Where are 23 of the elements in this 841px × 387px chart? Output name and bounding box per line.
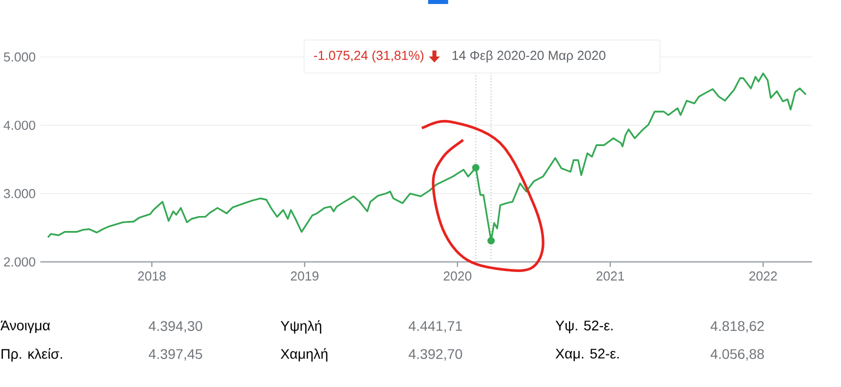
text: 4.056,88	[710, 349, 764, 361]
annotation: 14 Φεβ 2020-20 Μαρ 2020	[452, 50, 606, 63]
text: Χαμ. 52-ε.	[556, 348, 619, 362]
text: 4.394,30	[148, 321, 202, 333]
text: Υψηλή	[280, 320, 322, 334]
x-tick-label: 2018	[138, 271, 166, 281]
text: Πρ. κλείσ.	[2, 348, 62, 362]
text: 4.392,70	[408, 349, 462, 361]
text: 4.441,71	[408, 321, 462, 333]
y-tick-label: 3.000	[4, 189, 36, 198]
y-tick-label: 2.000	[4, 257, 36, 267]
x-tick-label: 2022	[749, 271, 777, 281]
x-tick-label: 2020	[444, 271, 472, 281]
x-tick-label: 2021	[596, 271, 624, 281]
text: Άνοιγμα	[0, 320, 50, 334]
text: 4.818,62	[710, 321, 764, 333]
x-tick-label: 2019	[290, 271, 318, 281]
y-tick-label: 4.000	[4, 120, 36, 130]
text: Χαμηλή	[280, 348, 328, 362]
annotation: -1.075,24 (31,81%)	[314, 50, 424, 63]
text: Υψ. 52-ε.	[556, 320, 613, 334]
text: 4.397,45	[148, 349, 202, 361]
y-tick-label: 5.000	[4, 52, 36, 62]
